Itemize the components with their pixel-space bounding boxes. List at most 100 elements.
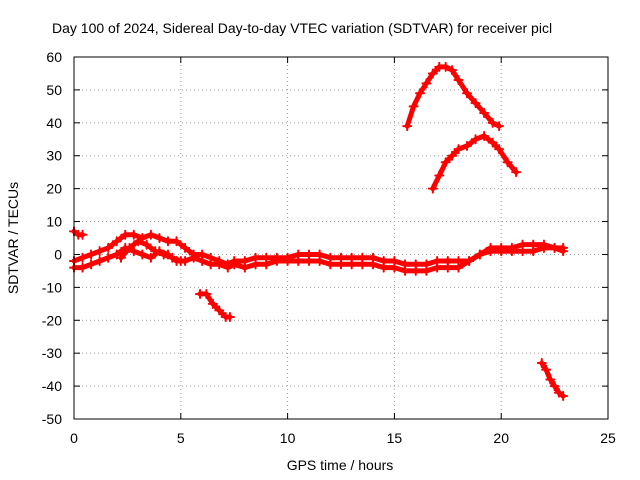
data-point bbox=[485, 246, 496, 257]
data-point bbox=[94, 256, 105, 267]
data-point bbox=[314, 256, 325, 267]
data-point bbox=[517, 246, 528, 257]
data-point bbox=[453, 75, 464, 86]
data-point bbox=[357, 259, 368, 270]
data-point bbox=[549, 242, 560, 253]
data-point bbox=[145, 252, 156, 263]
data-point bbox=[528, 246, 539, 257]
tick-marks bbox=[73, 56, 609, 420]
data-point bbox=[94, 246, 105, 257]
series-arc-high bbox=[404, 64, 502, 129]
data-point bbox=[487, 137, 498, 148]
y-tick-label: 50 bbox=[46, 82, 62, 98]
data-point bbox=[86, 259, 97, 270]
y-tick-label: 30 bbox=[46, 148, 62, 164]
data-point bbox=[558, 390, 569, 401]
data-point bbox=[494, 144, 505, 155]
data-point bbox=[111, 236, 122, 247]
data-point bbox=[133, 236, 144, 247]
y-axis-label: SDTVAR / TECUs bbox=[5, 182, 21, 294]
data-point bbox=[421, 265, 432, 276]
y-tick-label: -30 bbox=[42, 345, 62, 361]
x-tick-label: 20 bbox=[493, 430, 509, 446]
data-point bbox=[162, 236, 173, 247]
x-tick-labels: 0 5 10 15 20 25 bbox=[70, 430, 616, 446]
x-tick-label: 5 bbox=[177, 430, 185, 446]
data-point bbox=[214, 305, 225, 316]
data-point bbox=[175, 256, 186, 267]
x-tick-label: 10 bbox=[280, 430, 296, 446]
data-point bbox=[77, 262, 88, 273]
data-point bbox=[180, 242, 191, 253]
data-point bbox=[124, 242, 135, 253]
data-point bbox=[447, 150, 458, 161]
y-tick-label: 60 bbox=[46, 49, 62, 65]
data-point bbox=[494, 121, 505, 132]
x-tick-label: 0 bbox=[70, 430, 78, 446]
y-tick-label: -50 bbox=[42, 411, 62, 427]
data-point bbox=[447, 65, 458, 76]
y-tick-label: 40 bbox=[46, 115, 62, 131]
data-point bbox=[158, 249, 169, 260]
data-point bbox=[201, 288, 212, 299]
data-point bbox=[167, 252, 178, 263]
data-point bbox=[427, 68, 438, 79]
data-point bbox=[103, 242, 114, 253]
data-point bbox=[224, 311, 235, 322]
data-point bbox=[293, 256, 304, 267]
data-point bbox=[154, 233, 165, 243]
data-point bbox=[442, 262, 453, 273]
y-tick-label: -10 bbox=[42, 279, 62, 295]
data-point bbox=[145, 229, 156, 240]
x-tick-label: 25 bbox=[600, 430, 616, 446]
x-tick-label: 15 bbox=[387, 430, 403, 446]
data-point bbox=[464, 256, 475, 267]
data-point bbox=[536, 358, 547, 369]
data-point bbox=[368, 259, 379, 270]
data-point bbox=[453, 144, 464, 155]
data-point bbox=[389, 262, 400, 273]
chart-series bbox=[69, 61, 569, 401]
data-point bbox=[427, 183, 438, 194]
data-point bbox=[115, 252, 126, 263]
data-point bbox=[77, 229, 88, 240]
data-point bbox=[282, 256, 293, 267]
data-point bbox=[150, 246, 161, 257]
data-point bbox=[137, 249, 148, 260]
data-point bbox=[415, 88, 426, 99]
data-point bbox=[120, 229, 131, 240]
data-point bbox=[545, 374, 556, 385]
data-point bbox=[378, 262, 389, 273]
data-point bbox=[229, 259, 240, 270]
data-point bbox=[271, 256, 282, 267]
data-point bbox=[502, 157, 513, 168]
data-point bbox=[103, 252, 114, 263]
data-point bbox=[496, 246, 507, 257]
data-point bbox=[432, 262, 443, 273]
data-point bbox=[421, 78, 432, 89]
data-point bbox=[479, 107, 490, 118]
data-point bbox=[474, 249, 485, 260]
data-point bbox=[86, 249, 97, 260]
data-point bbox=[440, 157, 451, 168]
y-tick-label: -40 bbox=[42, 378, 62, 394]
y-tick-label: 0 bbox=[54, 246, 62, 262]
data-point bbox=[511, 167, 522, 178]
x-axis-label: GPS time / hours bbox=[287, 457, 394, 473]
data-point bbox=[434, 170, 445, 181]
data-point bbox=[558, 246, 569, 257]
data-point bbox=[400, 265, 411, 276]
y-tick-label: -20 bbox=[42, 312, 62, 328]
data-point bbox=[171, 236, 182, 247]
y-tick-label: 20 bbox=[46, 181, 62, 197]
data-point bbox=[541, 364, 552, 375]
data-point bbox=[549, 381, 560, 392]
data-point bbox=[77, 252, 88, 263]
chart-title: Day 100 of 2024, Sidereal Day-to-day VTE… bbox=[52, 20, 552, 36]
data-point bbox=[479, 130, 490, 141]
data-point bbox=[197, 256, 208, 267]
data-point bbox=[188, 252, 199, 263]
data-point bbox=[462, 140, 473, 151]
data-point bbox=[408, 101, 419, 112]
